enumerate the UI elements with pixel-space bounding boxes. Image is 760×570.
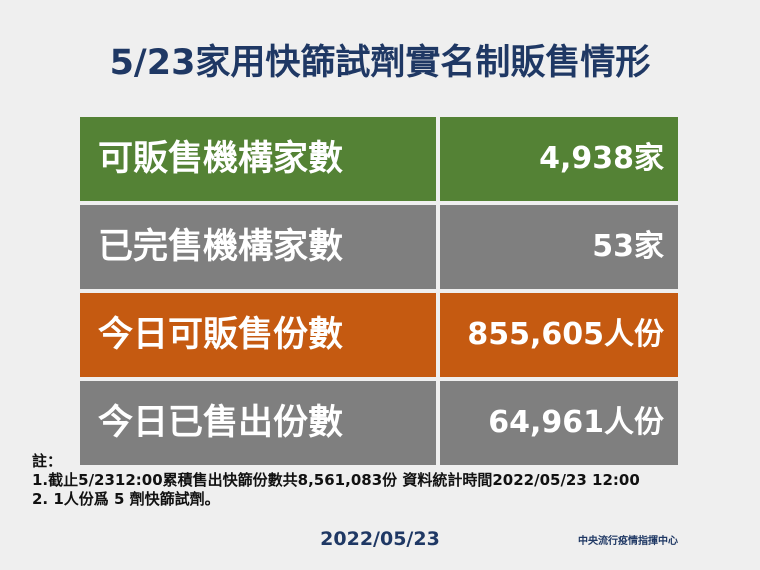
title: 5/23家用快篩試劑實名制販售情形 xyxy=(109,43,651,83)
table-row: 已完售機構家數 53家 xyxy=(80,205,678,289)
row-label: 今日可販售份數 xyxy=(80,293,436,377)
table-row: 今日可販售份數 855,605人份 xyxy=(80,293,678,377)
row-label: 今日已售出份數 xyxy=(80,381,436,465)
row-value: 855,605人份 xyxy=(440,293,678,377)
row-label: 可販售機構家數 xyxy=(80,117,436,201)
notes-heading: 註： xyxy=(32,452,63,470)
row-label: 已完售機構家數 xyxy=(80,205,436,289)
row-value: 53家 xyxy=(440,205,678,289)
row-value: 64,961人份 xyxy=(440,381,678,465)
row-value: 4,938家 xyxy=(440,117,678,201)
notes: 註： 1.截止5/2312:00累積售出快篩份數共8,561,083份 資料統計… xyxy=(32,452,640,509)
table-row: 可販售機構家數 4,938家 xyxy=(80,117,678,201)
footer-date: 2022/05/23 xyxy=(320,528,440,550)
note-line: 2. 1人份爲 5 劑快篩試劑。 xyxy=(32,490,220,508)
table-row: 今日已售出份數 64,961人份 xyxy=(80,381,678,465)
note-line: 1.截止5/2312:00累積售出快篩份數共8,561,083份 資料統計時間2… xyxy=(32,471,640,489)
footer-source: 中央流行疫情指揮中心 xyxy=(578,536,678,547)
